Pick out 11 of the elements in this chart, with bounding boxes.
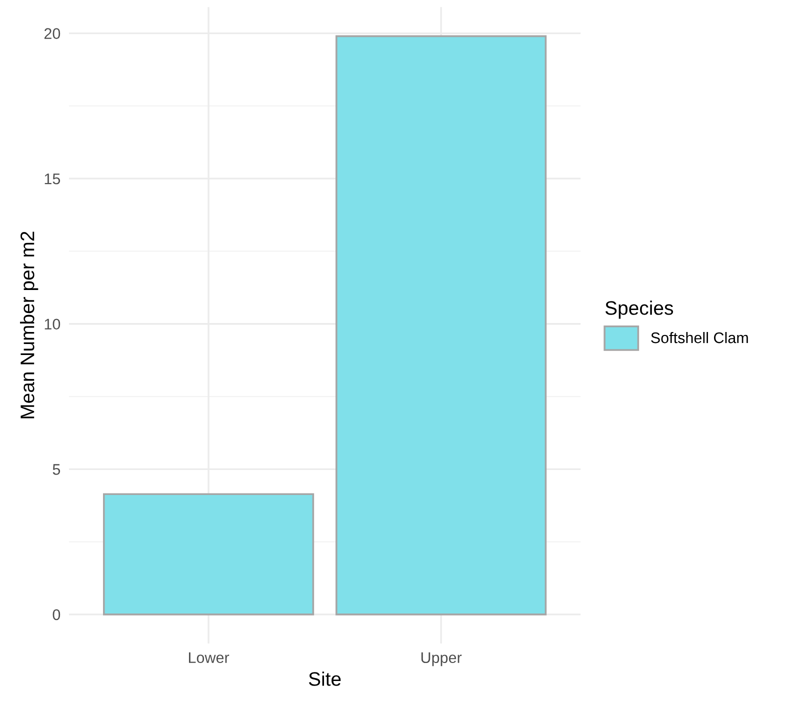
y-tick-label: 15 <box>44 174 60 184</box>
legend-title: Species <box>605 300 674 319</box>
y-tick-label: 5 <box>52 464 60 475</box>
y-axis-title: Mean Number per m2 <box>20 232 38 418</box>
legend-label: Softshell Clam <box>651 332 748 344</box>
y-tick-label: 0 <box>52 609 60 620</box>
x-tick-label: Upper <box>421 652 462 666</box>
y-tick-label: 20 <box>44 28 60 39</box>
y-tick-label: 10 <box>44 318 60 330</box>
x-tick-label: Lower <box>188 652 230 664</box>
x-axis-title: Site <box>308 672 341 686</box>
